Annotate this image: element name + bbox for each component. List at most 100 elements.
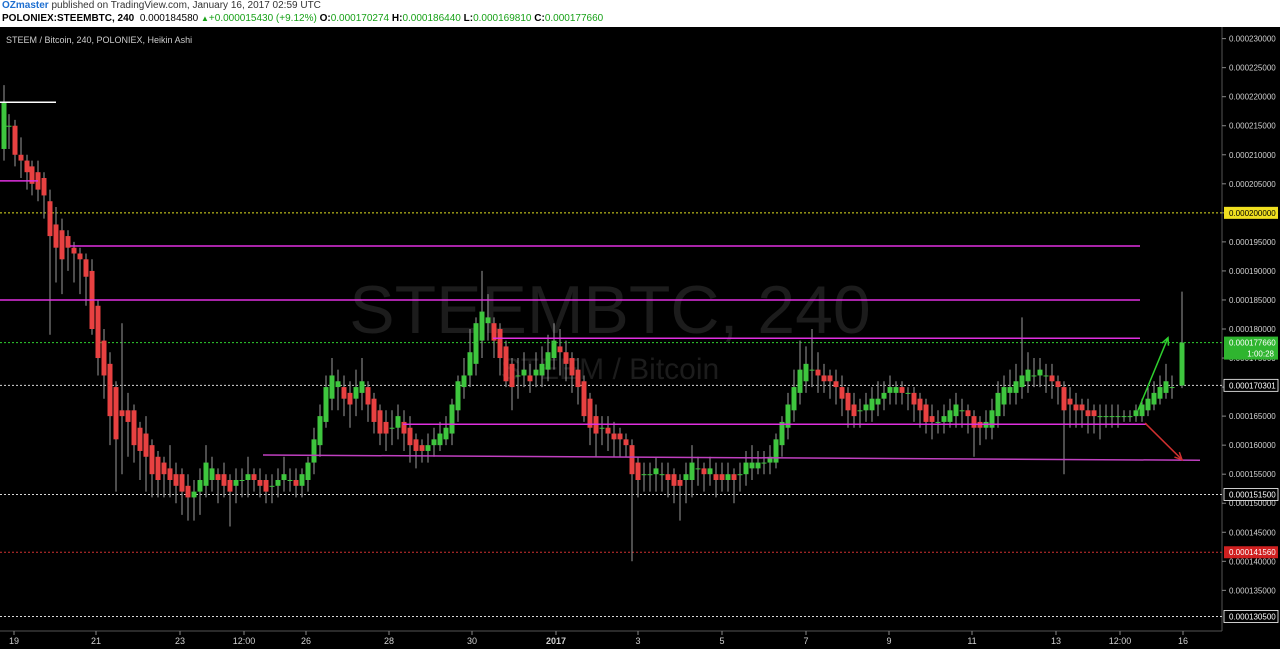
- candle-down: [611, 433, 617, 440]
- candle-up: [647, 474, 653, 476]
- candle-down: [185, 485, 191, 498]
- arrow-head-1: [1174, 451, 1184, 461]
- candle-up: [1097, 416, 1103, 418]
- candle-up: [875, 398, 881, 405]
- candle-up: [653, 468, 659, 475]
- candle-down: [605, 427, 611, 434]
- candle-down: [497, 329, 503, 359]
- time-tick-label: 7: [803, 636, 808, 646]
- time-tick-label: 12:00: [1109, 636, 1132, 646]
- candle-down: [491, 323, 497, 341]
- candle-down: [557, 346, 563, 353]
- drawn-arrows[interactable]: [1137, 336, 1184, 461]
- time-tick-label: 26: [301, 636, 311, 646]
- candle-up: [1127, 416, 1133, 418]
- time-ticks: 19 21 23 12:00 26 28 30 2017 3 5 7 9 11 13 12:00 16: [9, 631, 1188, 646]
- price-tick-label: 0.000145000: [1229, 528, 1276, 537]
- price-label-text: 0.000200000: [1229, 209, 1276, 218]
- time-tick-label: 5: [719, 636, 724, 646]
- candle-up: [449, 404, 455, 434]
- candle-up: [545, 352, 551, 370]
- candle-up: [551, 340, 557, 359]
- trend-lines[interactable]: [0, 101, 1201, 462]
- time-axis[interactable]: [0, 631, 1280, 649]
- candle-down: [713, 474, 719, 480]
- candle-down: [827, 375, 833, 382]
- candle-up: [863, 404, 869, 411]
- candle-up: [857, 410, 863, 412]
- candle-up: [515, 375, 521, 377]
- candle-down: [29, 166, 35, 184]
- candle-down: [1085, 410, 1091, 417]
- candle-down: [563, 352, 569, 364]
- candle-down: [815, 369, 821, 376]
- candle-up: [431, 439, 437, 446]
- candle-up: [473, 323, 479, 364]
- candle-up: [995, 392, 1001, 417]
- candle-up: [269, 485, 275, 487]
- candle-down: [719, 474, 725, 480]
- candle-up: [1115, 416, 1121, 418]
- candle-down: [623, 439, 629, 446]
- candle-up: [311, 439, 317, 463]
- candle-down: [341, 387, 347, 399]
- candle-up: [323, 387, 329, 422]
- low-value: 0.000169810: [473, 13, 532, 24]
- candle-up: [707, 468, 713, 475]
- candle-up: [197, 480, 203, 492]
- chart-header: OZmaster published on TradingView.com, J…: [0, 0, 1280, 27]
- candle-down: [371, 398, 377, 422]
- candle-down: [839, 387, 845, 399]
- candle-down: [77, 253, 83, 260]
- candle-down: [1067, 398, 1073, 405]
- candle-down: [671, 474, 677, 486]
- price-label-text: 0.000130500: [1229, 612, 1276, 621]
- candle-up: [335, 381, 341, 388]
- price-label-box: [1224, 336, 1278, 349]
- candle-down: [377, 410, 383, 434]
- candle-up: [479, 311, 485, 341]
- price-label-text: 0.000141560: [1229, 548, 1276, 557]
- candle-up: [755, 462, 761, 469]
- candle-down: [251, 474, 257, 480]
- candle-up: [1179, 342, 1185, 386]
- price-tick-label: 0.000230000: [1229, 35, 1276, 44]
- candle-down: [833, 381, 839, 388]
- price-label-box: [1223, 610, 1279, 623]
- candle-down: [677, 480, 683, 486]
- candle-up: [881, 392, 887, 399]
- price-axis[interactable]: [1222, 27, 1280, 631]
- candle-up: [317, 416, 323, 446]
- candle-down: [107, 363, 113, 417]
- price-tick-label: 0.000225000: [1229, 64, 1276, 73]
- time-tick-label: 23: [175, 636, 185, 646]
- candle-up: [785, 404, 791, 428]
- candle-up: [389, 427, 395, 429]
- candle-down: [95, 305, 101, 359]
- candle-up: [695, 468, 701, 470]
- high-label: H:: [391, 13, 403, 24]
- price-label-box: [1224, 347, 1278, 360]
- candle-up: [1139, 404, 1145, 417]
- candle-up: [437, 433, 443, 446]
- time-tick-label: 28: [384, 636, 394, 646]
- arrow-line-1: [1144, 422, 1183, 461]
- price-tick-label: 0.000150000: [1229, 499, 1276, 508]
- candle-up: [1157, 387, 1163, 399]
- candle-down: [1079, 404, 1085, 411]
- candle-up: [233, 480, 239, 486]
- candle-down: [101, 340, 107, 376]
- candle-down: [527, 375, 533, 382]
- candle-up: [959, 410, 965, 412]
- candle-down: [125, 410, 131, 422]
- candle-down: [215, 474, 221, 480]
- author-link[interactable]: OZmaster: [2, 0, 49, 11]
- time-tick-label: 11: [967, 636, 976, 646]
- candle-down: [911, 392, 917, 405]
- candlestick-chart[interactable]: STEEMBTC, 240 STEEM / Bitcoin 0.00023000…: [0, 27, 1280, 649]
- price-label-text: 1:00:28: [1247, 350, 1274, 359]
- candle-up: [935, 421, 941, 423]
- candle-up: [461, 375, 467, 388]
- candle-up: [797, 369, 803, 393]
- price-tick-label: 0.000155000: [1229, 470, 1276, 479]
